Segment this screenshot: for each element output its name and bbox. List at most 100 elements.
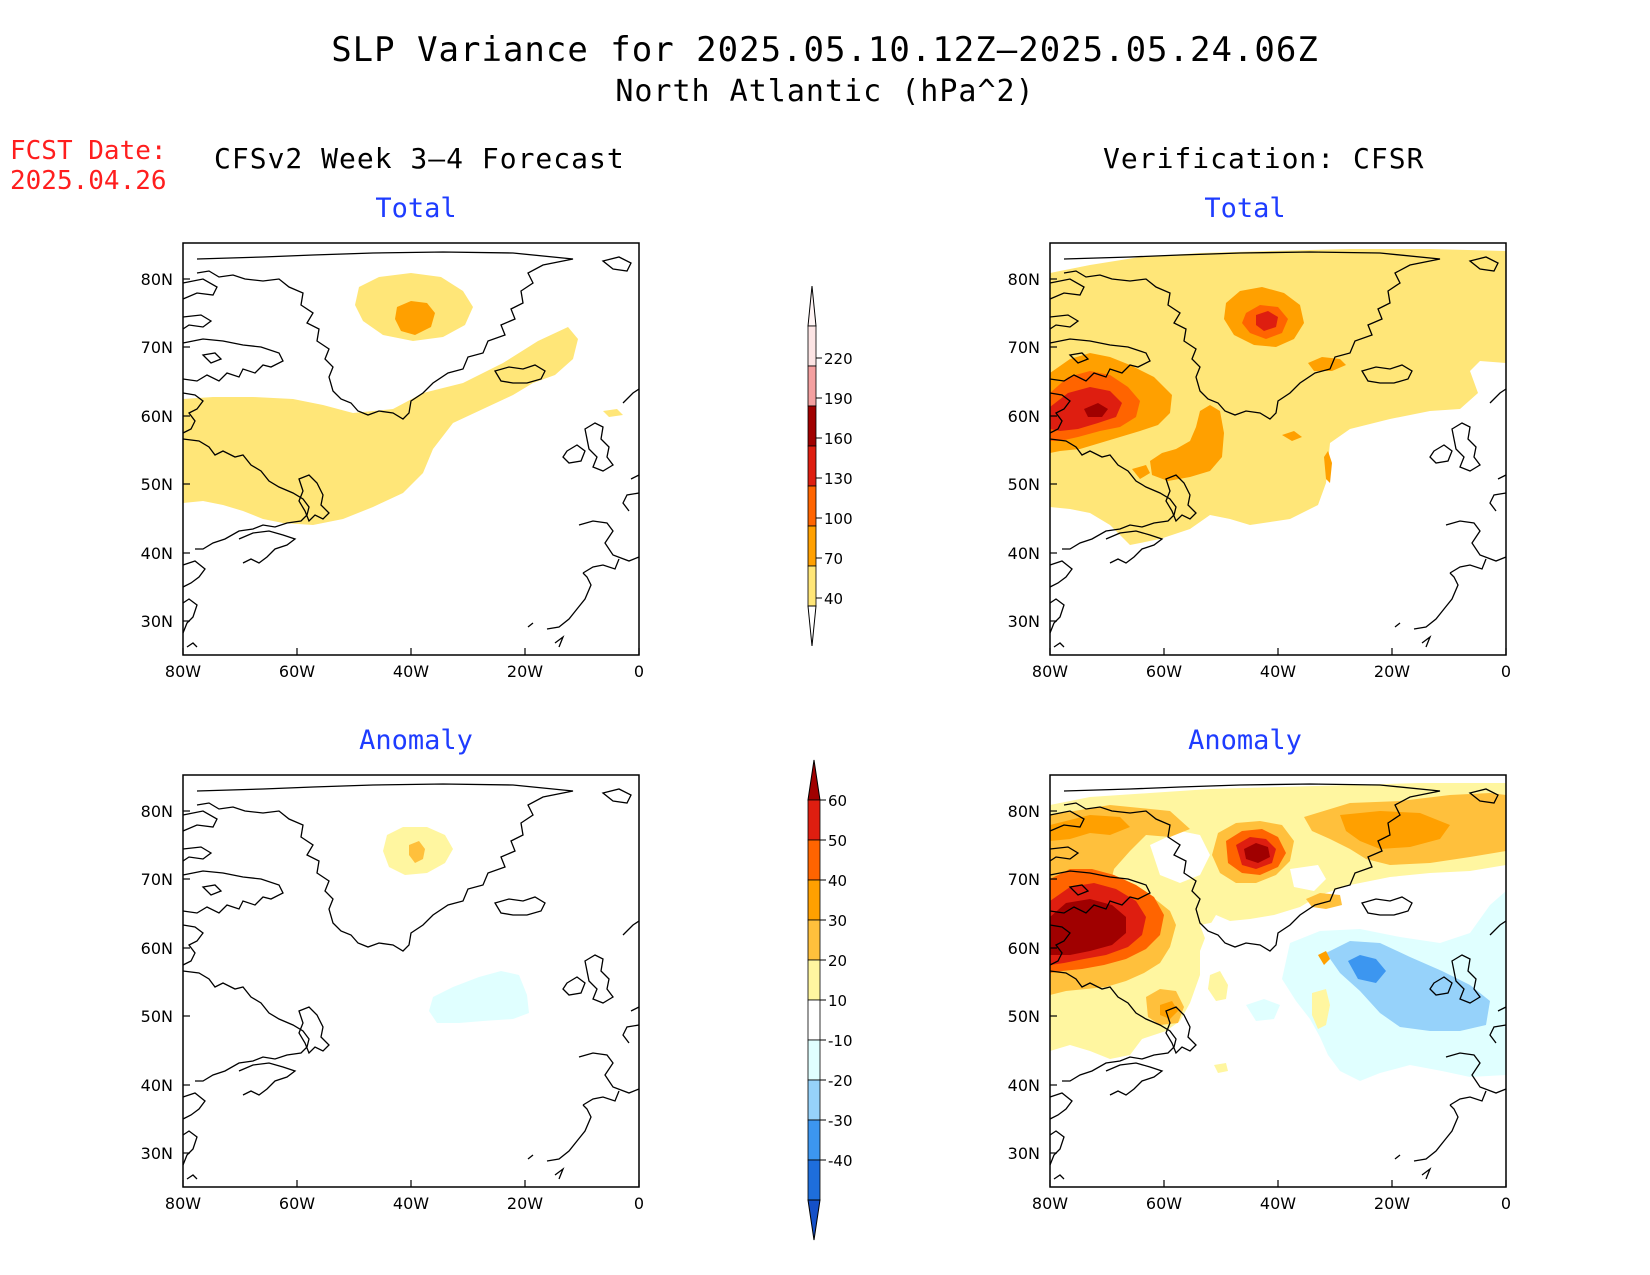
lat-tick-label: 50N xyxy=(1008,1007,1040,1026)
colorbar-total-label: 40 xyxy=(824,590,843,608)
colorbar-anomaly-bin xyxy=(807,799,821,841)
colorbar-total: 220 190 160 130 100 70 40 xyxy=(807,285,853,647)
colorbar-total-label: 190 xyxy=(824,390,853,408)
colorbar-total-bin xyxy=(807,405,817,447)
colorbar-total-top-tip xyxy=(807,285,817,327)
colorbar-total-bin xyxy=(807,565,817,607)
lon-tick-label: 60W xyxy=(279,662,315,681)
lat-tick-label: 40N xyxy=(141,544,173,563)
lat-tick-label: 40N xyxy=(1008,1076,1040,1095)
lon-tick-label: 0 xyxy=(1501,662,1511,681)
lon-tick-label: 20W xyxy=(1374,1194,1410,1213)
panel-title-top-left: Total xyxy=(375,193,457,224)
lat-tick-label: 30N xyxy=(1008,1144,1040,1163)
lon-tick-label: 80W xyxy=(165,1194,201,1213)
lat-tick-label: 60N xyxy=(141,939,173,958)
lat-tick-label: 40N xyxy=(141,1076,173,1095)
colorbar-anomaly-label: -30 xyxy=(828,1112,853,1130)
contour-70-b xyxy=(1150,405,1224,481)
colorbar-total-bin xyxy=(807,365,817,407)
panel-title-bottom-right: Anomaly xyxy=(1188,725,1302,756)
anom-pos-30 xyxy=(1050,815,1130,841)
colorbar-total-bin xyxy=(807,525,817,567)
lon-tick-label: 40W xyxy=(393,1194,429,1213)
colorbar-anomaly-bin xyxy=(807,959,821,1001)
lon-tick-label: 40W xyxy=(393,662,429,681)
colorbar-anomaly-bin xyxy=(807,1119,821,1161)
lat-tick-label: 80N xyxy=(1008,270,1040,289)
colorbar-anomaly-label: 20 xyxy=(828,952,847,970)
lon-tick-label: 0 xyxy=(634,1194,644,1213)
lat-tick-label: 50N xyxy=(1008,475,1040,494)
contour-40 xyxy=(183,327,578,525)
lat-tick-label: 50N xyxy=(141,475,173,494)
colorbar-anomaly-label: -40 xyxy=(828,1152,853,1170)
colorbar-anomaly-label: 50 xyxy=(828,832,847,850)
panel-title-bottom-left: Anomaly xyxy=(359,725,473,756)
lat-tick-label: 30N xyxy=(141,1144,173,1163)
lon-tick-label: 20W xyxy=(507,662,543,681)
lon-tick-label: 60W xyxy=(1146,1194,1182,1213)
anom-neg-30 xyxy=(1348,955,1386,983)
lat-tick-label: 60N xyxy=(1008,407,1040,426)
lat-tick-label: 60N xyxy=(1008,939,1040,958)
lon-tick-label: 60W xyxy=(279,1194,315,1213)
lat-tick-label: 70N xyxy=(1008,338,1040,357)
panel-title-top-right: Total xyxy=(1204,193,1286,224)
lon-tick-label: 80W xyxy=(1032,1194,1068,1213)
lat-tick-label: 50N xyxy=(141,1007,173,1026)
colorbar-anomaly-bin xyxy=(807,1039,821,1081)
colorbar-anomaly-bottom-tip xyxy=(807,1199,821,1241)
colorbar-total-bin xyxy=(807,445,817,487)
forecast-date-label: FCST Date: xyxy=(10,136,167,166)
colorbar-anomaly-label: 30 xyxy=(828,912,847,930)
colorbar-total-bin xyxy=(807,485,817,527)
lon-tick-label: 60W xyxy=(1146,662,1182,681)
colorbar-anomaly-label: -10 xyxy=(828,1032,853,1050)
anom-pos-60 xyxy=(1050,899,1126,955)
lon-tick-label: 80W xyxy=(1032,662,1068,681)
lat-tick-label: 80N xyxy=(1008,802,1040,821)
lon-tick-label: 40W xyxy=(1260,662,1296,681)
lat-tick-label: 70N xyxy=(141,870,173,889)
right-column-title: Verification: CFSR xyxy=(1103,142,1425,175)
main-subtitle: North Atlantic (hPa^2) xyxy=(615,74,1035,109)
colorbar-total-label: 220 xyxy=(824,350,853,368)
lat-tick-label: 30N xyxy=(141,612,173,631)
lon-tick-label: 40W xyxy=(1260,1194,1296,1213)
lat-tick-label: 70N xyxy=(141,338,173,357)
main-title: SLP Variance for 2025.05.10.12Z–2025.05.… xyxy=(331,30,1319,70)
lon-tick-label: 0 xyxy=(1501,1194,1511,1213)
map-forecast-anomaly xyxy=(182,774,640,1188)
colorbar-anomaly-label: 40 xyxy=(828,872,847,890)
anom-pos-20 xyxy=(409,841,425,863)
contour-70 xyxy=(395,301,435,335)
contour-160 xyxy=(1084,403,1108,417)
forecast-date-value: 2025.04.26 xyxy=(10,166,167,196)
lon-tick-label: 80W xyxy=(165,662,201,681)
lat-tick-label: 80N xyxy=(141,802,173,821)
colorbar-anomaly-bin xyxy=(807,1079,821,1121)
colorbar-anomaly-bin xyxy=(807,879,821,921)
colorbar-anomaly-bin xyxy=(807,839,821,881)
colorbar-total-label: 70 xyxy=(824,550,843,568)
map-forecast-total xyxy=(182,242,640,656)
lon-tick-label: 0 xyxy=(634,662,644,681)
colorbar-anomaly: 60 50 40 30 20 10 -10 -20 -30 -40 xyxy=(807,759,853,1241)
colorbar-total-bin xyxy=(807,325,817,367)
colorbar-anomaly-bin xyxy=(807,1159,821,1201)
colorbar-anomaly-bin xyxy=(807,919,821,961)
lat-tick-label: 40N xyxy=(1008,544,1040,563)
lat-tick-label: 70N xyxy=(1008,870,1040,889)
anom-neg-10 xyxy=(429,971,529,1023)
colorbar-anomaly-label: -20 xyxy=(828,1072,853,1090)
lon-tick-label: 20W xyxy=(507,1194,543,1213)
map-verification-anomaly xyxy=(1049,774,1507,1188)
colorbar-anomaly-label: 10 xyxy=(828,992,847,1010)
colorbar-anomaly-bin xyxy=(807,999,821,1041)
colorbar-total-label: 160 xyxy=(824,430,853,448)
lat-tick-label: 80N xyxy=(141,270,173,289)
colorbar-anomaly-top-tip xyxy=(807,759,821,801)
lat-tick-label: 60N xyxy=(141,407,173,426)
